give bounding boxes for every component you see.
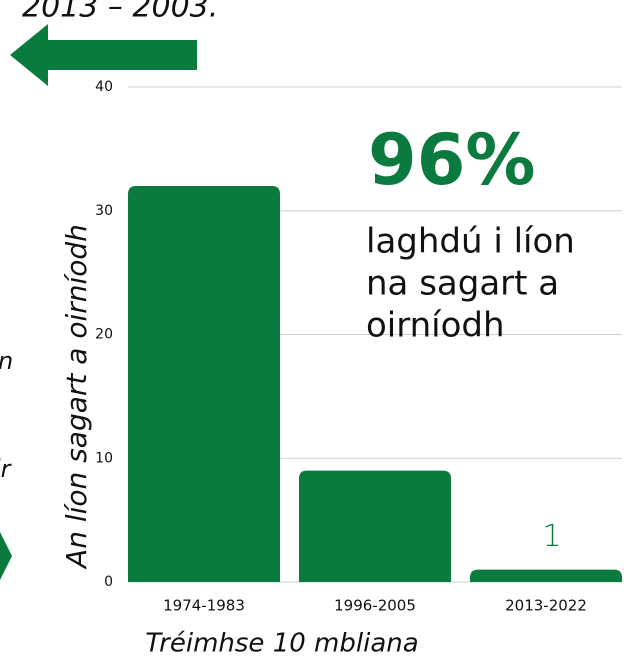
- y-tick-label: 10: [95, 450, 113, 466]
- bar: [299, 470, 451, 582]
- data-label: 1: [542, 519, 561, 554]
- y-tick-label: 20: [95, 327, 113, 343]
- annotation-line: laghdú i líon: [366, 222, 575, 262]
- annotation-line: oirníodh: [366, 306, 505, 346]
- bar: [470, 569, 622, 582]
- x-axis-label: Tréimhse 10 mbliana: [145, 629, 418, 657]
- y-tick-label: 40: [95, 79, 113, 95]
- arrow-right: [0, 532, 12, 580]
- bar: [128, 186, 280, 582]
- cropped-title: 2013 – 2003.: [22, 0, 218, 25]
- annotation-line: na sagart a: [366, 264, 559, 304]
- side-text: ir: [0, 455, 13, 483]
- y-tick-label: 0: [104, 574, 113, 590]
- y-axis-label: An líon sagart a oirníodh: [60, 224, 93, 570]
- headline: 96%: [368, 119, 536, 201]
- y-tick-label: 30: [95, 203, 113, 219]
- x-tick-label: 1996-2005: [334, 597, 416, 615]
- x-tick-label: 1974-1983: [163, 597, 245, 615]
- arrow-left: [10, 24, 197, 86]
- x-tick-label: 2013-2022: [505, 597, 587, 615]
- side-text: n: [0, 347, 13, 375]
